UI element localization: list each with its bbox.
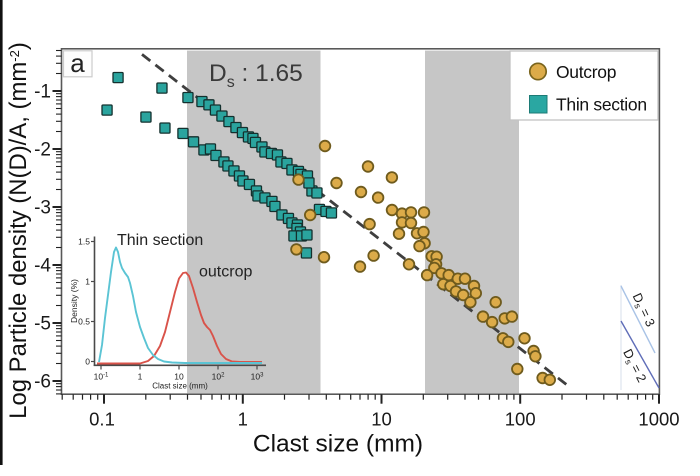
svg-text:1: 1	[138, 372, 143, 382]
svg-text:1: 1	[85, 277, 90, 287]
svg-text:1.5: 1.5	[78, 237, 90, 247]
svg-text:0.1: 0.1	[89, 409, 115, 430]
svg-text:-1: -1	[34, 82, 51, 103]
svg-text:102: 102	[212, 372, 225, 382]
svg-text:-5: -5	[34, 314, 51, 335]
svg-text:Log Particle density (N(D)/A,: Log Particle density (N(D)/A, (mm-2)	[5, 42, 32, 419]
svg-text:-6: -6	[34, 372, 51, 393]
svg-text:10-1: 10-1	[94, 372, 109, 382]
svg-text:Ds : 1.65: Ds : 1.65	[209, 60, 303, 91]
svg-text:0: 0	[85, 357, 90, 367]
svg-text:-2: -2	[34, 140, 51, 161]
svg-text:outcrop: outcrop	[199, 264, 252, 281]
svg-text:Thin section: Thin section	[556, 95, 647, 115]
svg-text:0.5: 0.5	[78, 317, 90, 327]
svg-text:Clast size (mm): Clast size (mm)	[152, 382, 208, 391]
svg-text:Outcrop: Outcrop	[556, 62, 616, 82]
svg-text:10: 10	[174, 372, 184, 382]
svg-text:1: 1	[238, 409, 248, 430]
svg-text:1000: 1000	[638, 409, 679, 430]
svg-text:a: a	[70, 48, 85, 78]
svg-text:Density (%): Density (%)	[69, 279, 79, 323]
svg-text:10: 10	[371, 409, 392, 430]
svg-text:-3: -3	[34, 198, 51, 219]
svg-text:100: 100	[505, 409, 536, 430]
svg-text:Clast size (mm): Clast size (mm)	[253, 431, 423, 458]
svg-text:-4: -4	[34, 256, 51, 277]
svg-text:103: 103	[251, 372, 264, 382]
svg-text:Thin section: Thin section	[117, 232, 203, 249]
